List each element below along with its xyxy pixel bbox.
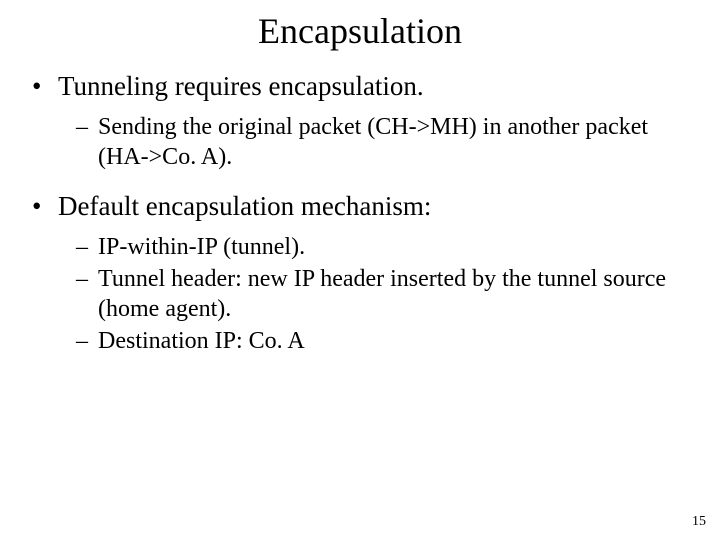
- bullet-marker: –: [76, 264, 98, 294]
- bullet-item: – IP-within-IP (tunnel).: [28, 232, 690, 262]
- bullet-item: • Tunneling requires encapsulation.: [28, 70, 690, 104]
- page-number: 15: [692, 514, 706, 530]
- slide-content: • Tunneling requires encapsulation. – Se…: [0, 70, 720, 356]
- bullet-text: IP-within-IP (tunnel).: [98, 232, 690, 262]
- bullet-text: Tunneling requires encapsulation.: [58, 70, 690, 104]
- bullet-item: – Sending the original packet (CH->MH) i…: [28, 112, 690, 172]
- bullet-marker: –: [76, 112, 98, 142]
- bullet-text: Tunnel header: new IP header inserted by…: [98, 264, 690, 324]
- bullet-text: Sending the original packet (CH->MH) in …: [98, 112, 690, 172]
- bullet-text: Default encapsulation mechanism:: [58, 190, 690, 224]
- bullet-text: Destination IP: Co. A: [98, 326, 690, 356]
- bullet-marker: •: [28, 70, 58, 104]
- slide-title: Encapsulation: [0, 0, 720, 70]
- bullet-item: – Tunnel header: new IP header inserted …: [28, 264, 690, 324]
- slide-container: Encapsulation • Tunneling requires encap…: [0, 0, 720, 540]
- bullet-item: • Default encapsulation mechanism:: [28, 190, 690, 224]
- bullet-marker: –: [76, 232, 98, 262]
- bullet-marker: •: [28, 190, 58, 224]
- bullet-item: – Destination IP: Co. A: [28, 326, 690, 356]
- bullet-marker: –: [76, 326, 98, 356]
